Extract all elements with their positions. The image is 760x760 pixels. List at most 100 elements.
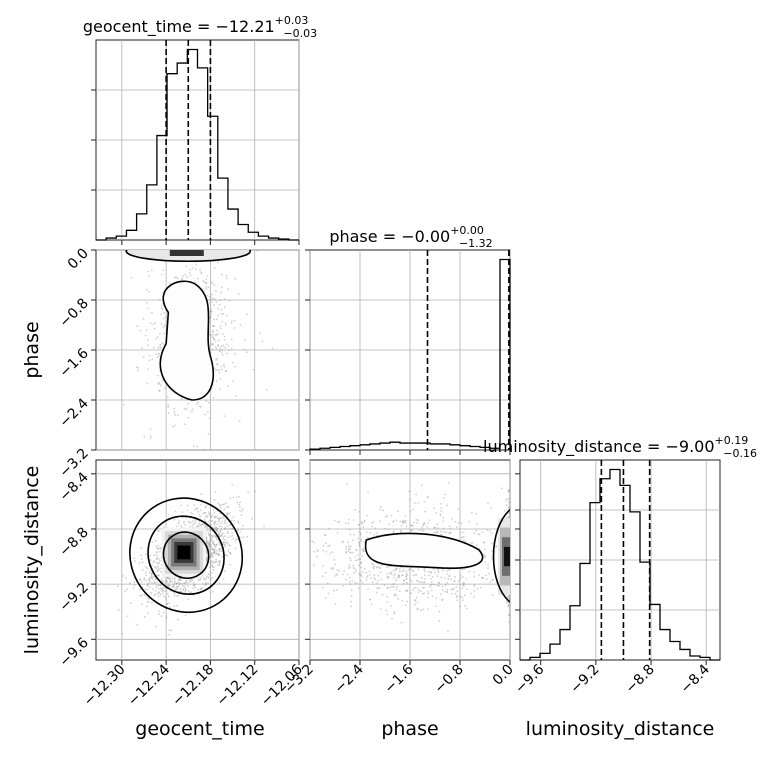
sample-point	[232, 361, 234, 364]
sample-point	[235, 538, 237, 541]
sample-point	[157, 547, 160, 550]
sample-point	[147, 270, 150, 273]
sample-point	[207, 532, 210, 535]
sample-point	[405, 525, 408, 528]
sample-point	[329, 552, 331, 555]
sample-point	[230, 519, 233, 522]
sample-point	[414, 599, 417, 602]
sample-point	[212, 297, 215, 300]
sample-point	[342, 585, 344, 587]
sample-point	[213, 522, 216, 524]
sample-point	[397, 510, 399, 513]
sample-point	[154, 593, 157, 596]
sample-point	[405, 575, 408, 577]
sample-point	[369, 598, 371, 601]
sample-point	[461, 586, 464, 589]
x-tick-label-geocent-time-2: −12.18	[169, 662, 217, 710]
sample-point	[402, 519, 405, 522]
sample-point	[216, 357, 218, 360]
sample-point	[395, 519, 398, 522]
sample-point	[393, 594, 396, 597]
sample-point	[158, 613, 161, 616]
sample-point	[215, 549, 218, 552]
y-tick-label-luminosity-distance-0: −9.6	[56, 635, 91, 670]
sample-point	[210, 539, 213, 542]
sample-point	[349, 533, 352, 536]
sample-point	[199, 524, 202, 526]
sample-point	[261, 340, 264, 343]
sample-point	[213, 548, 216, 551]
sample-point	[408, 568, 410, 571]
sample-point	[130, 602, 132, 605]
sample-point	[141, 603, 144, 606]
sample-point	[229, 512, 231, 514]
sample-point	[173, 604, 176, 607]
sample-point	[358, 530, 361, 533]
sample-point	[471, 542, 474, 544]
sample-point	[208, 540, 211, 543]
sample-point	[166, 396, 169, 399]
sample-point	[220, 528, 223, 530]
sample-point	[225, 274, 228, 277]
sample-point	[440, 576, 443, 579]
sample-point	[205, 558, 208, 560]
sample-point	[481, 577, 484, 579]
sample-point	[226, 505, 228, 508]
sample-point	[222, 538, 225, 540]
hist-steps-phase	[309, 258, 511, 450]
sample-point	[508, 620, 510, 623]
sample-point	[377, 574, 380, 577]
sample-point	[158, 352, 160, 355]
sample-point	[182, 588, 185, 590]
sample-point	[160, 587, 163, 590]
sample-point	[475, 544, 478, 546]
sample-point	[326, 582, 329, 585]
sample-point	[167, 577, 170, 580]
sample-point	[396, 578, 398, 581]
sample-point	[202, 583, 204, 585]
sample-point	[348, 548, 351, 550]
sample-point	[205, 558, 208, 561]
sample-point	[362, 550, 365, 553]
sample-point	[204, 584, 207, 587]
sample-point	[328, 544, 331, 547]
sample-point	[236, 501, 239, 504]
sample-point	[147, 612, 150, 614]
sample-point	[479, 586, 482, 589]
sample-point	[457, 579, 460, 582]
sample-point	[341, 541, 343, 543]
sample-point	[358, 511, 361, 513]
sample-point	[189, 591, 192, 594]
sample-point	[146, 338, 149, 341]
sample-point	[441, 589, 444, 591]
sample-point	[228, 349, 230, 351]
sample-point	[377, 579, 380, 582]
sample-point	[165, 581, 168, 584]
sample-point	[165, 589, 168, 591]
sample-point	[152, 561, 155, 564]
sample-point	[231, 527, 234, 530]
sample-point	[481, 531, 484, 534]
sample-point	[484, 555, 487, 558]
sample-point	[345, 578, 347, 581]
sample-point	[484, 561, 487, 564]
sample-point	[342, 573, 344, 576]
sample-point	[429, 578, 432, 580]
sample-point	[200, 271, 203, 274]
sample-point	[378, 566, 381, 569]
sample-point	[386, 595, 389, 598]
sample-point	[217, 314, 219, 317]
sample-point	[351, 579, 354, 582]
sample-point	[126, 615, 129, 617]
sample-point	[483, 541, 486, 543]
sample-point	[183, 521, 185, 524]
x-tick-label-geocent-time-0: −12.30	[81, 662, 129, 710]
sample-point	[350, 605, 353, 608]
sample-point	[159, 384, 162, 387]
sample-point	[358, 572, 360, 575]
sample-point	[155, 557, 158, 560]
sample-point	[368, 573, 371, 576]
sample-point	[235, 395, 237, 397]
sample-point	[404, 519, 407, 522]
sample-point	[302, 529, 304, 531]
